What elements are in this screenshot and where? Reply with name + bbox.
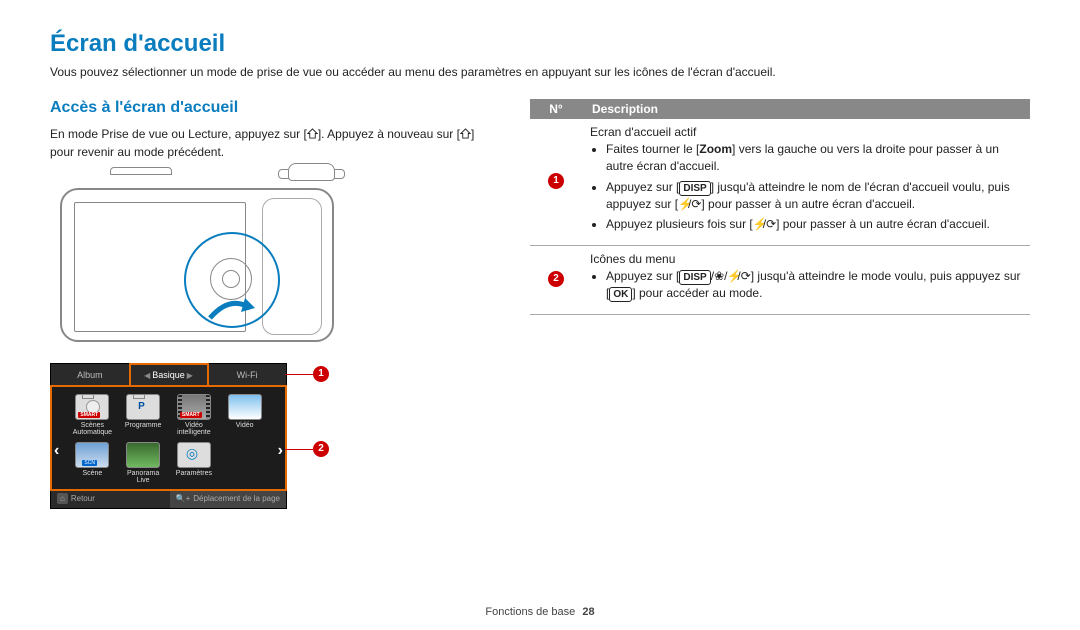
- tab-album[interactable]: Album: [51, 364, 130, 386]
- row1-bullet1: Faites tourner le [Zoom] vers la gauche …: [606, 141, 1022, 176]
- th-description: Description: [582, 99, 1030, 119]
- nav-right-icon[interactable]: ›: [278, 442, 283, 460]
- disp-chip: DISP: [679, 181, 710, 196]
- mode-panorama[interactable]: Panorama Live: [120, 442, 167, 486]
- callout-2: 2: [313, 441, 329, 457]
- screenshot-tabs: Album ◀Basique▶ Wi-Fi: [51, 364, 286, 386]
- zoom-mini-icon: 🔍+: [176, 494, 191, 503]
- timer-icon: ⟳: [766, 216, 776, 233]
- table-row: 2 Icônes du menu Appuyez sur [DISP/❀/⚡/⟳…: [530, 245, 1030, 314]
- ok-chip: OK: [609, 287, 632, 302]
- callout-1: 1: [313, 366, 329, 382]
- disp-chip: DISP: [679, 270, 710, 285]
- mode-scene[interactable]: SCN Scène: [69, 442, 116, 486]
- th-number: N°: [530, 99, 582, 119]
- tab-basique[interactable]: ◀Basique▶: [130, 364, 209, 386]
- mode-smart-video[interactable]: SMART Vidéo intelligente: [171, 394, 218, 438]
- flash-icon: ⚡: [727, 268, 737, 285]
- home-mini-icon: ⌂: [57, 493, 68, 504]
- para-pre: En mode Prise de vue ou Lecture, appuyez…: [50, 127, 307, 141]
- flash-icon: ⚡: [753, 216, 763, 233]
- tab-wifi[interactable]: Wi-Fi: [208, 364, 286, 386]
- access-paragraph: En mode Prise de vue ou Lecture, appuyez…: [50, 125, 490, 161]
- nav-left-icon[interactable]: ‹: [54, 442, 59, 460]
- macro-icon: ❀: [714, 268, 724, 285]
- page-footer: Fonctions de base 28: [0, 606, 1080, 618]
- mode-auto-scenes[interactable]: SMART Scènes Automatique: [69, 394, 116, 438]
- home-icon: [307, 126, 318, 137]
- mode-settings[interactable]: Paramètres: [171, 442, 218, 486]
- home-icon: [460, 126, 471, 137]
- camera-illustration: [50, 173, 370, 343]
- screenshot-back[interactable]: ⌂ Retour: [51, 493, 170, 504]
- row2-title: Icônes du menu: [590, 252, 1022, 266]
- table-row: 1 Ecran d'accueil actif Faites tourner l…: [530, 119, 1030, 245]
- description-table: N° Description 1 Ecran d'accueil actif F…: [530, 99, 1030, 315]
- row1-bullet3: Appuyez plusieurs fois sur [⚡/⟳] pour pa…: [606, 216, 1022, 233]
- timer-icon: ⟳: [691, 196, 701, 213]
- row2-bullet1: Appuyez sur [DISP/❀/⚡/⟳] jusqu'à atteind…: [606, 268, 1022, 303]
- flash-icon: ⚡: [678, 196, 688, 213]
- mode-video[interactable]: Vidéo: [221, 394, 268, 438]
- row1-num: 1: [548, 173, 564, 189]
- screenshot-page-move: 🔍+ Déplacement de la page: [170, 490, 286, 508]
- timer-icon: ⟳: [741, 268, 751, 285]
- arrow-icon: [205, 290, 255, 322]
- row2-num: 2: [548, 271, 564, 287]
- page-title: Écran d'accueil: [50, 30, 1030, 58]
- row1-bullet2: Appuyez sur [DISP] jusqu'à atteindre le …: [606, 179, 1022, 214]
- intro-text: Vous pouvez sélectionner un mode de pris…: [50, 64, 1030, 81]
- mode-program[interactable]: P Programme: [120, 394, 167, 438]
- section-subtitle: Accès à l'écran d'accueil: [50, 99, 490, 117]
- row1-title: Ecran d'accueil actif: [590, 125, 1022, 139]
- para-mid: ]. Appuyez à nouveau sur [: [318, 127, 460, 141]
- home-screenshot: Album ◀Basique▶ Wi-Fi ‹ › SMART Scènes A…: [50, 363, 340, 509]
